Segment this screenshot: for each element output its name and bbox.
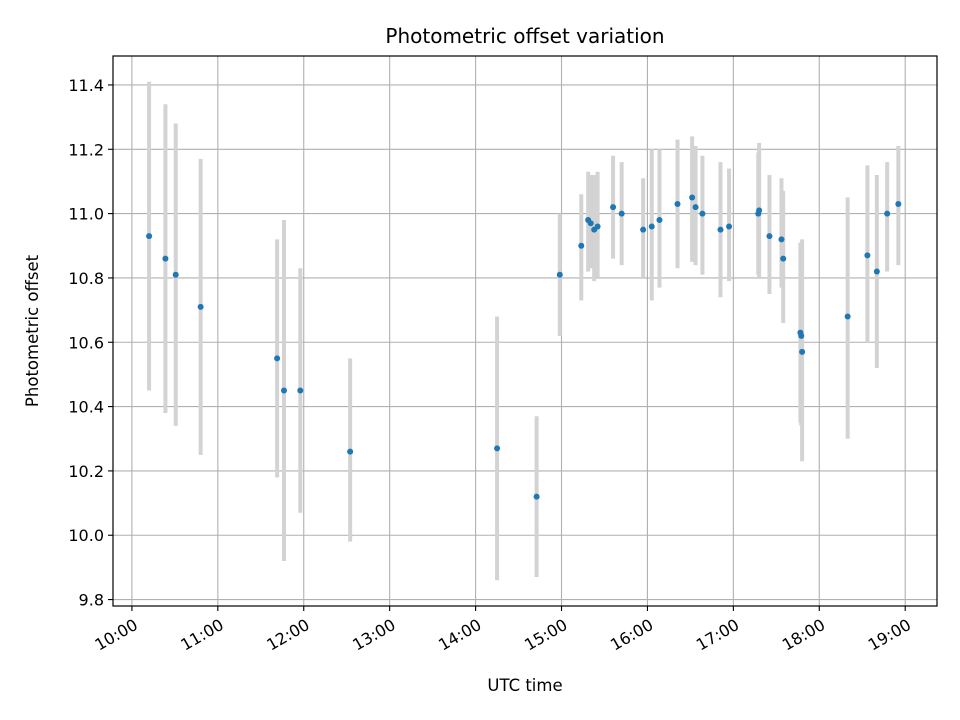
data-point xyxy=(162,255,169,262)
data-point xyxy=(280,387,287,394)
data-point xyxy=(656,217,663,224)
data-point xyxy=(799,348,806,355)
data-point xyxy=(778,236,785,243)
data-point xyxy=(533,493,540,500)
data-point xyxy=(780,255,787,262)
data-point xyxy=(347,448,354,455)
y-tick-label: 10.8 xyxy=(68,269,104,288)
data-point xyxy=(172,271,179,278)
data-point xyxy=(640,226,647,233)
data-point xyxy=(798,332,805,339)
y-axis-label: Photometric offset xyxy=(23,254,42,407)
data-point xyxy=(674,200,681,207)
data-point xyxy=(587,220,594,227)
data-point xyxy=(692,204,699,211)
chart-title: Photometric offset variation xyxy=(385,24,664,48)
y-tick-label: 9.8 xyxy=(79,591,104,610)
y-tick-label: 11.2 xyxy=(68,140,104,159)
data-point xyxy=(494,445,501,452)
data-point xyxy=(864,252,871,259)
data-point xyxy=(556,271,563,278)
data-point xyxy=(578,242,585,249)
data-point xyxy=(146,233,153,240)
data-point xyxy=(648,223,655,230)
data-point xyxy=(895,200,902,207)
data-point xyxy=(197,303,204,310)
y-tick-label: 10.0 xyxy=(68,526,104,545)
data-point xyxy=(766,233,773,240)
data-point xyxy=(873,268,880,275)
y-tick-label: 11.4 xyxy=(68,76,104,95)
x-axis-label: UTC time xyxy=(487,676,562,695)
y-tick-label: 11.0 xyxy=(68,205,104,224)
y-tick-label: 10.4 xyxy=(68,398,104,417)
data-point xyxy=(594,223,601,230)
data-point xyxy=(689,194,696,201)
data-point xyxy=(699,210,706,217)
data-point xyxy=(274,355,281,362)
data-points xyxy=(146,194,902,500)
data-point xyxy=(297,387,304,394)
y-tick-label: 10.2 xyxy=(68,462,104,481)
data-point xyxy=(884,210,891,217)
plot-frame xyxy=(112,55,938,607)
data-point xyxy=(844,313,851,320)
y-axis-ticks: 9.8 10.0 10.2 10.4 10.6 10.8 11.0 11.2 11.4 xyxy=(68,76,113,610)
data-point xyxy=(717,226,724,233)
data-point xyxy=(756,207,763,214)
y-tick-label: 10.6 xyxy=(68,333,104,352)
data-point xyxy=(610,204,617,211)
data-point xyxy=(726,223,733,230)
data-point xyxy=(618,210,625,217)
